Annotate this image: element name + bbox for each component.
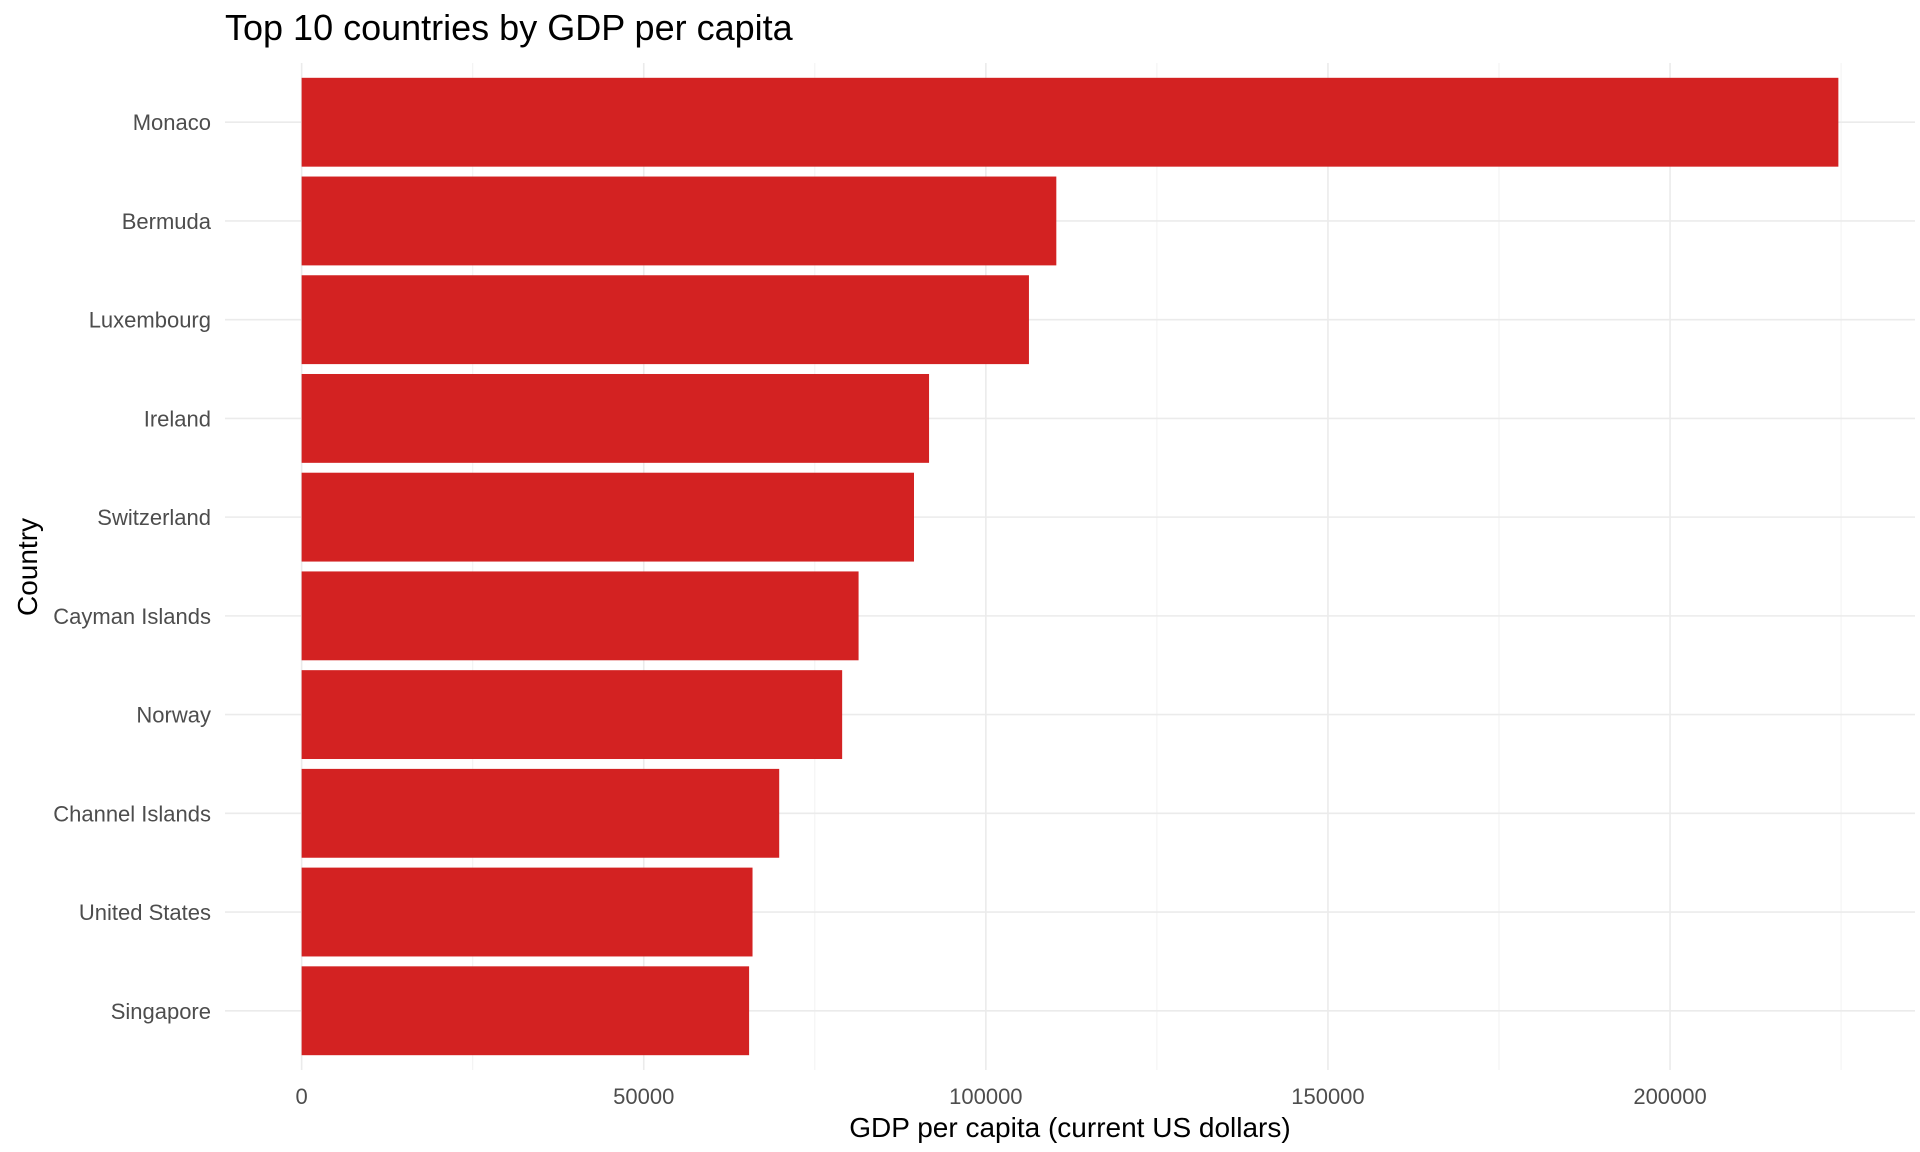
x-axis-title: GDP per capita (current US dollars) (849, 1112, 1290, 1143)
x-tick-labels: 0 50000 100000 150000 200000 (296, 1084, 1707, 1109)
x-tick-label: 0 (296, 1084, 308, 1109)
y-tick-label: Bermuda (122, 209, 212, 234)
y-tick-label: United States (79, 900, 211, 925)
x-tick-label: 200000 (1633, 1084, 1706, 1109)
bar (301, 176, 1057, 266)
bar (301, 670, 843, 760)
y-tick-label: Singapore (111, 999, 211, 1024)
bar (301, 867, 753, 957)
y-tick-label: Switzerland (97, 505, 211, 530)
x-tick-label: 100000 (949, 1084, 1022, 1109)
bar (301, 571, 859, 661)
y-tick-label: Cayman Islands (53, 604, 211, 629)
bar (301, 373, 930, 463)
y-tick-label: Ireland (144, 406, 211, 431)
bars (301, 77, 1839, 1056)
y-tick-label: Luxembourg (89, 308, 211, 333)
bar (301, 275, 1029, 365)
bar (301, 77, 1839, 167)
y-tick-label: Channel Islands (53, 801, 211, 826)
y-tick-label: Norway (136, 703, 211, 728)
bar (301, 966, 750, 1056)
y-tick-label: Monaco (133, 110, 211, 135)
x-tick-label: 50000 (613, 1084, 674, 1109)
y-tick-labels: Monaco Bermuda Luxembourg Ireland Switzerlan… (53, 110, 212, 1024)
x-tick-label: 150000 (1291, 1084, 1364, 1109)
y-axis-title: Country (12, 518, 43, 616)
bar (301, 768, 780, 858)
chart-title: Top 10 countries by GDP per capita (225, 7, 794, 48)
bar (301, 472, 914, 562)
